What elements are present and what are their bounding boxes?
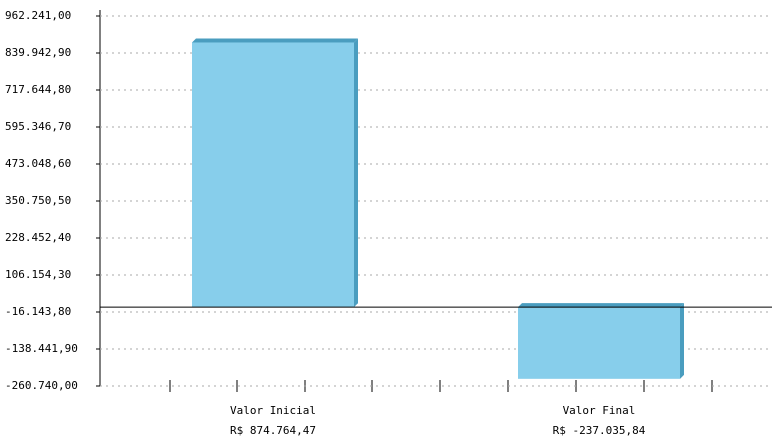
y-tick-label: 350.750,50	[5, 194, 71, 207]
y-tick-label: -260.740,00	[5, 379, 78, 392]
value-label: R$ 874.764,47	[230, 424, 316, 437]
y-tick-label: 717.644,80	[5, 83, 71, 96]
value-label: R$ -237.035,84	[553, 424, 646, 437]
y-tick-label: 595.346,70	[5, 120, 71, 133]
y-tick-label: -16.143,80	[5, 305, 71, 318]
bar-top	[518, 303, 684, 308]
x-tick-label: Valor Final	[563, 404, 636, 417]
y-tick-label: 228.452,40	[5, 231, 71, 244]
y-tick-label: -138.441,90	[5, 342, 78, 355]
y-tick-label: 106.154,30	[5, 268, 71, 281]
bar	[518, 307, 680, 379]
y-tick-label: 473.048,60	[5, 157, 71, 170]
y-tick-label: 962.241,00	[5, 9, 71, 22]
bar-top	[192, 38, 358, 43]
x-tick-label: Valor Inicial	[230, 404, 316, 417]
y-tick-label: 839.942,90	[5, 46, 71, 59]
bar	[192, 42, 354, 308]
bar-side	[680, 303, 684, 379]
bar-side	[354, 38, 358, 308]
